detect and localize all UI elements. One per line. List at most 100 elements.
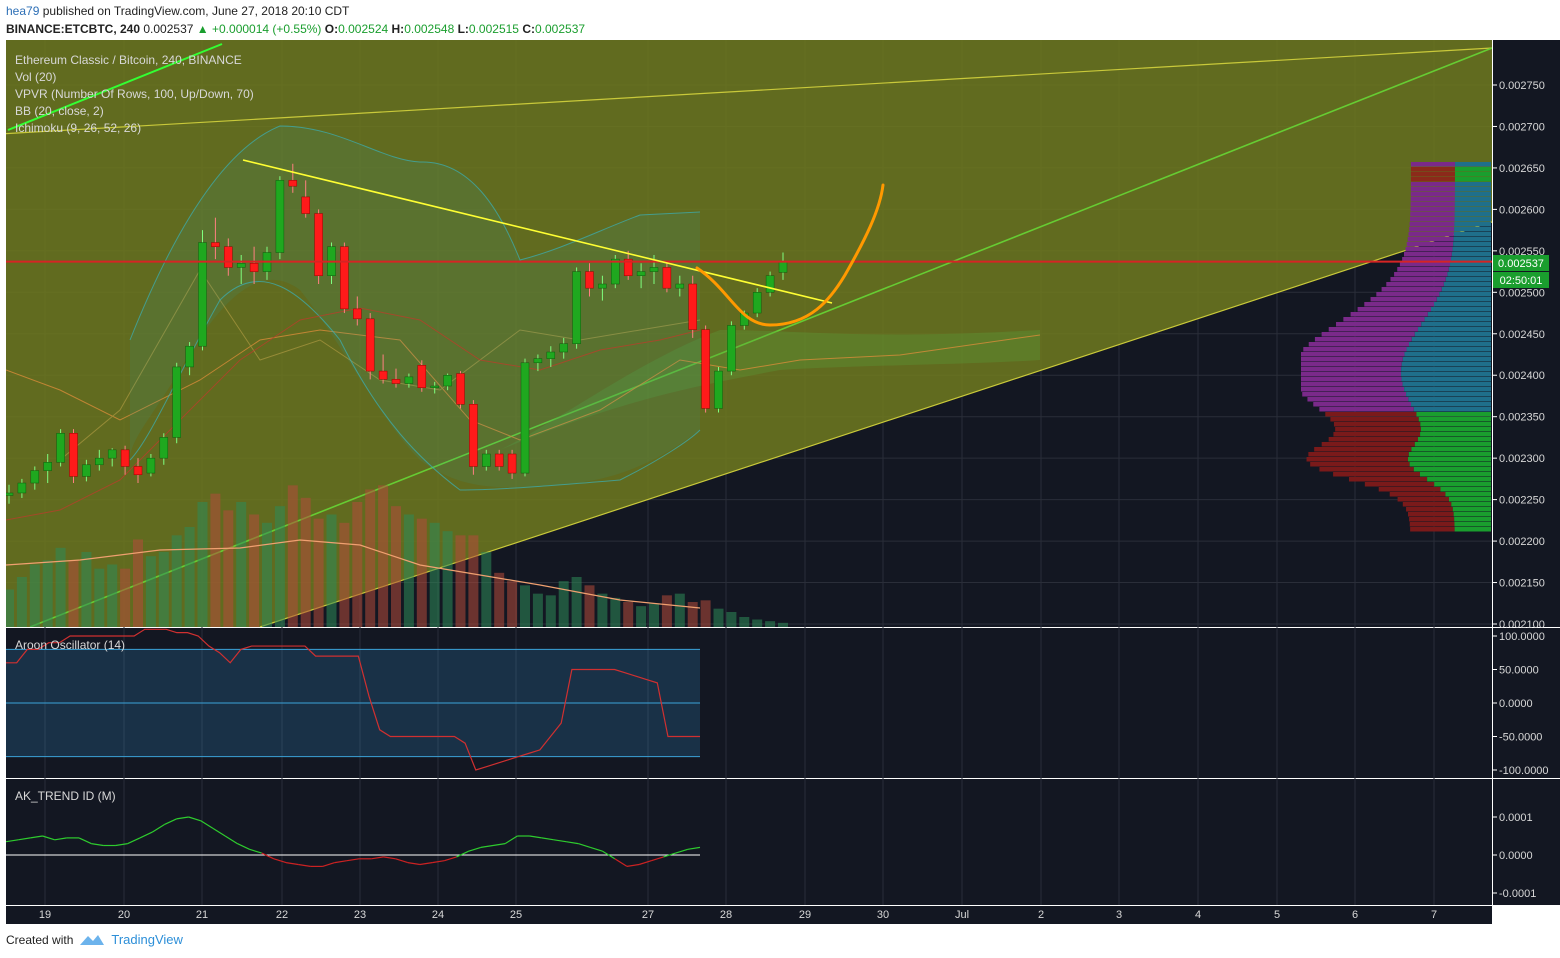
candle-body [185,345,194,368]
ak-trend-segment [237,843,250,850]
vpvr-row-up [1440,487,1491,492]
time-tick-28: 28 [720,909,732,921]
open-label: O: [324,22,339,36]
vpvr-row-down [1404,252,1452,257]
volume-bar [68,560,79,627]
publish-info: hea79 published on TradingView.com, June… [6,4,349,18]
vpvr-row-up [1454,222,1491,227]
candle-body [675,283,685,289]
chart-canvas[interactable]: 19 20 21 22 23 24 25 27 28 29 30 Jul 2 3 4 5 6 70.0027500… [0,40,1560,924]
ak-trend-title[interactable]: AK_TREND ID (M) [15,789,116,803]
volume-bar [133,539,143,627]
last-price: 0.002537 [143,22,194,36]
volume-bar [326,514,337,627]
ak-trend-segment [212,827,226,837]
ak-trend-segment [139,831,153,839]
volume-bar [649,603,659,627]
symbol-name[interactable]: BINANCE:ETCBTC, 240 [6,22,141,36]
vpvr-row-down [1376,292,1440,297]
ak-trend-segment [626,863,640,867]
time-tick-20: 20 [118,909,130,921]
ak-tick-label: 0.0000 [1499,850,1533,862]
vpvr-row-down [1390,277,1446,282]
vpvr-row-down [1301,382,1403,387]
candle-body [56,433,65,463]
vpvr-row-up [1436,297,1491,302]
legend-vpvr[interactable]: VPVR (Number Of Rows, 100, Up/Down, 70) [15,87,254,101]
vpvr-row-up [1408,452,1491,457]
ak-trend-segment [200,820,214,829]
price-axis[interactable] [1492,40,1560,906]
price-tick-label: 0.002400 [1499,370,1545,382]
volume-bar [94,568,105,627]
vpvr-row-down [1410,197,1455,202]
ak-trend-segment [687,846,701,850]
vpvr-row-down [1302,392,1407,397]
aroon-title[interactable]: Aroon Oscillator (14) [15,638,125,652]
volume-ma [6,539,701,609]
close-value: 0.002537 [535,22,586,36]
volume-bar [16,577,27,627]
author-link[interactable]: hea79 [6,4,40,18]
legend-volume[interactable]: Vol (20) [15,70,56,84]
vpvr-row-down [1410,182,1455,187]
bollinger-basis [6,307,701,521]
vpvr-row-up [1453,232,1491,237]
bollinger-upper [129,125,701,341]
aroon-tick-label: 100.0000 [1499,631,1545,643]
ak-trend-pane[interactable] [6,779,1492,905]
vpvr-row-up [1407,457,1491,462]
price-tick-label: 0.002250 [1499,495,1545,507]
vpvr-row-up [1439,292,1491,297]
price-tick-label: 0.002500 [1499,287,1545,299]
volume-bar [223,510,234,627]
vpvr-row-down [1319,407,1414,412]
vpvr-row-down [1389,492,1446,497]
price-tick-label: 0.002100 [1499,619,1545,631]
volume-bar [352,502,363,627]
volume-bar [197,502,208,627]
ak-trend-segment [115,843,128,847]
yellow-resistance-line [242,159,833,304]
volume-bar [778,622,788,627]
vpvr-row-up [1454,202,1491,207]
time-tick-27: 27 [642,909,654,921]
vpvr-row-down [1410,167,1455,172]
aroon-line [6,628,700,771]
volume-bar [378,485,389,627]
candle-body [520,362,530,474]
close-label: C: [522,22,535,36]
vpvr-row-up [1421,322,1491,327]
vpvr-row-up [1454,162,1491,167]
vpvr-row-up [1453,242,1491,247]
vpvr-row-up [1413,407,1491,412]
vpvr-row-down [1301,357,1403,362]
vpvr-row-down [1301,377,1402,382]
candle-body [172,366,181,438]
volume-bar [442,531,453,627]
channel-upper-line [6,47,1492,135]
vpvr-row-up [1401,362,1491,367]
time-axis[interactable] [6,906,1492,924]
vpvr-row-up [1454,517,1491,522]
vpvr-row-down [1308,342,1409,347]
ak-trend-segment [468,846,482,852]
candle-body [198,242,207,347]
vpvr-row-down [1378,487,1441,492]
legend-symbol[interactable]: Ethereum Classic / Bitcoin, 240, BINANCE [15,53,242,67]
upper-green-trendline [7,43,223,131]
vpvr-row-down [1406,242,1454,247]
vpvr-row-down [1410,162,1455,167]
volume-bar [403,514,414,627]
candle-body [765,275,775,293]
legend-ichimoku[interactable]: Ichimoku (9, 26, 52, 26) [15,121,141,135]
vpvr-row-up [1404,387,1491,392]
vpvr-row-down [1350,312,1428,317]
aroon-tick-label: 50.0000 [1499,665,1539,677]
tradingview-link[interactable]: TradingView [111,932,183,947]
vpvr-row-down [1328,437,1418,442]
candle-body [120,449,130,467]
vpvr-row-up [1401,372,1491,377]
up-arrow-icon: ▲ [196,22,209,36]
legend-bb[interactable]: BB (20, close, 2) [15,104,104,118]
